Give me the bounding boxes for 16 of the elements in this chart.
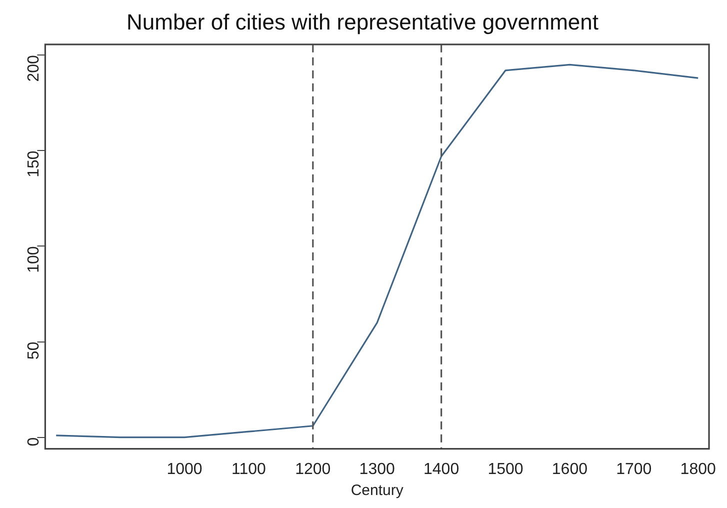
y-tick-label: 200 (26, 55, 43, 82)
x-tick-label: 1700 (616, 460, 652, 478)
y-tick-label: 0 (26, 437, 43, 446)
x-tick-label: 1600 (552, 460, 588, 478)
x-tick-label: 1200 (295, 460, 331, 478)
x-tick-label: 1500 (488, 460, 524, 478)
y-tick-label: 50 (26, 342, 43, 360)
x-tick-label: 1000 (166, 460, 202, 478)
y-tick-label: 100 (26, 246, 43, 273)
chart-title: Number of cities with representative government (126, 9, 598, 34)
x-tick-label: 1100 (232, 460, 266, 478)
x-tick-label: 1300 (359, 460, 396, 478)
x-tick-label: 1400 (424, 460, 460, 478)
y-tick-label: 150 (26, 150, 43, 178)
x-tick-label: 1800 (680, 460, 716, 478)
x-axis-title: Century (350, 482, 404, 500)
